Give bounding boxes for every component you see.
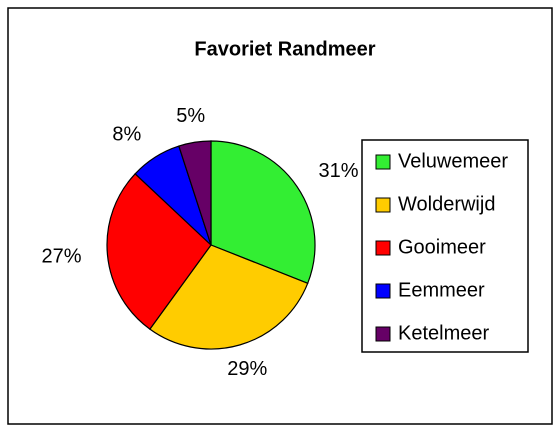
- legend-label: Gooimeer: [398, 236, 486, 258]
- pie-slice: [210, 140, 316, 285]
- legend-label: Veluwemeer: [398, 150, 508, 172]
- legend-swatch: [375, 240, 391, 256]
- legend-swatch: [375, 154, 391, 170]
- data-label: 29%: [227, 358, 267, 380]
- data-label: 5%: [176, 105, 205, 127]
- legend-label: Wolderwijd: [398, 193, 495, 215]
- legend-label: Eemmeer: [398, 279, 485, 301]
- data-label: 31%: [319, 160, 359, 182]
- pie-slice: [106, 172, 212, 330]
- pie-slice: [178, 140, 212, 246]
- pie-slice: [149, 244, 309, 350]
- chart-title: Favoriet Randmeer: [194, 38, 375, 60]
- legend-swatch: [375, 283, 391, 299]
- data-label: 8%: [112, 124, 141, 146]
- legend-label: Ketelmeer: [398, 322, 489, 344]
- data-label: 27%: [42, 246, 82, 268]
- legend-swatch: [375, 197, 391, 213]
- legend-swatch: [375, 326, 391, 342]
